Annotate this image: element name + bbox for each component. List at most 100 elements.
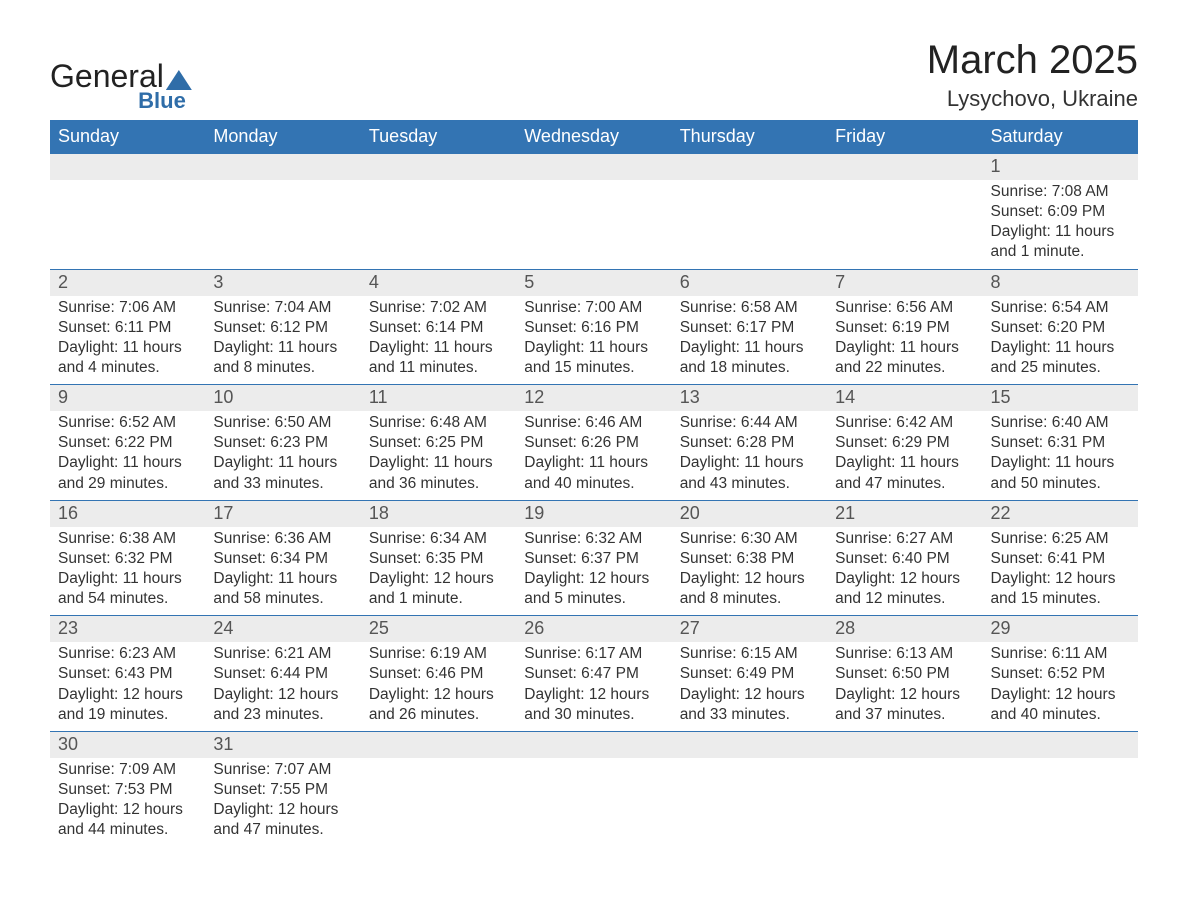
sunset-line: Sunset: 6:35 PM — [369, 549, 508, 569]
day-number — [516, 154, 671, 180]
calendar-week-row: 1Sunrise: 7:08 AMSunset: 6:09 PMDaylight… — [50, 154, 1138, 270]
day-info: Sunrise: 6:42 AMSunset: 6:29 PMDaylight:… — [827, 411, 982, 500]
day-number: 17 — [205, 501, 360, 527]
daylight-line: Daylight: 12 hours and 12 minutes. — [835, 569, 974, 609]
calendar-day-cell: 28Sunrise: 6:13 AMSunset: 6:50 PMDayligh… — [827, 616, 982, 732]
header: General Blue March 2025 Lysychovo, Ukrai… — [50, 40, 1138, 112]
day-info — [827, 180, 982, 188]
sunset-line: Sunset: 6:11 PM — [58, 318, 197, 338]
logo-triangle-icon — [166, 70, 192, 90]
sunset-line: Sunset: 6:34 PM — [213, 549, 352, 569]
sunrise-line: Sunrise: 6:19 AM — [369, 644, 508, 664]
calendar-day-cell: 11Sunrise: 6:48 AMSunset: 6:25 PMDayligh… — [361, 385, 516, 501]
daylight-line: Daylight: 11 hours and 33 minutes. — [213, 453, 352, 493]
sunset-line: Sunset: 7:55 PM — [213, 780, 352, 800]
calendar-day-cell: 15Sunrise: 6:40 AMSunset: 6:31 PMDayligh… — [983, 385, 1138, 501]
day-info — [672, 758, 827, 766]
calendar-day-cell — [361, 154, 516, 270]
daylight-line: Daylight: 12 hours and 5 minutes. — [524, 569, 663, 609]
daylight-line: Daylight: 11 hours and 47 minutes. — [835, 453, 974, 493]
day-number: 26 — [516, 616, 671, 642]
day-number: 16 — [50, 501, 205, 527]
daylight-line: Daylight: 12 hours and 33 minutes. — [680, 685, 819, 725]
day-number: 10 — [205, 385, 360, 411]
sunset-line: Sunset: 6:26 PM — [524, 433, 663, 453]
calendar-day-cell: 25Sunrise: 6:19 AMSunset: 6:46 PMDayligh… — [361, 616, 516, 732]
calendar-body: 1Sunrise: 7:08 AMSunset: 6:09 PMDaylight… — [50, 154, 1138, 847]
calendar-day-cell: 22Sunrise: 6:25 AMSunset: 6:41 PMDayligh… — [983, 500, 1138, 616]
sunrise-line: Sunrise: 6:54 AM — [991, 298, 1130, 318]
sunrise-line: Sunrise: 6:38 AM — [58, 529, 197, 549]
calendar-week-row: 23Sunrise: 6:23 AMSunset: 6:43 PMDayligh… — [50, 616, 1138, 732]
calendar-day-cell: 30Sunrise: 7:09 AMSunset: 7:53 PMDayligh… — [50, 731, 205, 846]
calendar-week-row: 9Sunrise: 6:52 AMSunset: 6:22 PMDaylight… — [50, 385, 1138, 501]
sunrise-line: Sunrise: 6:32 AM — [524, 529, 663, 549]
weekday-header: Saturday — [983, 120, 1138, 154]
calendar-day-cell: 14Sunrise: 6:42 AMSunset: 6:29 PMDayligh… — [827, 385, 982, 501]
day-info: Sunrise: 7:07 AMSunset: 7:55 PMDaylight:… — [205, 758, 360, 847]
day-info: Sunrise: 6:19 AMSunset: 6:46 PMDaylight:… — [361, 642, 516, 731]
sunset-line: Sunset: 6:47 PM — [524, 664, 663, 684]
sunset-line: Sunset: 6:40 PM — [835, 549, 974, 569]
sunset-line: Sunset: 6:31 PM — [991, 433, 1130, 453]
calendar-day-cell: 24Sunrise: 6:21 AMSunset: 6:44 PMDayligh… — [205, 616, 360, 732]
day-info: Sunrise: 6:56 AMSunset: 6:19 PMDaylight:… — [827, 296, 982, 385]
calendar-day-cell: 17Sunrise: 6:36 AMSunset: 6:34 PMDayligh… — [205, 500, 360, 616]
sunrise-line: Sunrise: 6:25 AM — [991, 529, 1130, 549]
calendar-day-cell — [827, 154, 982, 270]
day-number: 6 — [672, 270, 827, 296]
day-number: 13 — [672, 385, 827, 411]
day-info: Sunrise: 6:17 AMSunset: 6:47 PMDaylight:… — [516, 642, 671, 731]
day-number — [983, 732, 1138, 758]
daylight-line: Daylight: 12 hours and 15 minutes. — [991, 569, 1130, 609]
day-number: 3 — [205, 270, 360, 296]
day-info: Sunrise: 6:34 AMSunset: 6:35 PMDaylight:… — [361, 527, 516, 616]
day-number: 21 — [827, 501, 982, 527]
day-info — [516, 180, 671, 188]
day-number: 18 — [361, 501, 516, 527]
sunset-line: Sunset: 6:37 PM — [524, 549, 663, 569]
day-number: 14 — [827, 385, 982, 411]
sunrise-line: Sunrise: 6:27 AM — [835, 529, 974, 549]
sunrise-line: Sunrise: 6:52 AM — [58, 413, 197, 433]
calendar-day-cell: 27Sunrise: 6:15 AMSunset: 6:49 PMDayligh… — [672, 616, 827, 732]
day-number — [205, 154, 360, 180]
calendar-day-cell: 1Sunrise: 7:08 AMSunset: 6:09 PMDaylight… — [983, 154, 1138, 270]
sunrise-line: Sunrise: 6:13 AM — [835, 644, 974, 664]
logo-text-2: Blue — [50, 90, 192, 112]
sunset-line: Sunset: 6:32 PM — [58, 549, 197, 569]
sunset-line: Sunset: 6:20 PM — [991, 318, 1130, 338]
daylight-line: Daylight: 11 hours and 29 minutes. — [58, 453, 197, 493]
daylight-line: Daylight: 12 hours and 8 minutes. — [680, 569, 819, 609]
calendar-day-cell: 4Sunrise: 7:02 AMSunset: 6:14 PMDaylight… — [361, 269, 516, 385]
weekday-header: Friday — [827, 120, 982, 154]
sunrise-line: Sunrise: 6:15 AM — [680, 644, 819, 664]
calendar-day-cell: 3Sunrise: 7:04 AMSunset: 6:12 PMDaylight… — [205, 269, 360, 385]
daylight-line: Daylight: 12 hours and 19 minutes. — [58, 685, 197, 725]
daylight-line: Daylight: 12 hours and 1 minute. — [369, 569, 508, 609]
sunset-line: Sunset: 6:41 PM — [991, 549, 1130, 569]
calendar-day-cell: 9Sunrise: 6:52 AMSunset: 6:22 PMDaylight… — [50, 385, 205, 501]
sunrise-line: Sunrise: 6:23 AM — [58, 644, 197, 664]
sunset-line: Sunset: 6:28 PM — [680, 433, 819, 453]
sunset-line: Sunset: 6:46 PM — [369, 664, 508, 684]
sunset-line: Sunset: 6:49 PM — [680, 664, 819, 684]
day-number: 23 — [50, 616, 205, 642]
day-info — [361, 180, 516, 188]
day-info: Sunrise: 7:02 AMSunset: 6:14 PMDaylight:… — [361, 296, 516, 385]
sunset-line: Sunset: 6:43 PM — [58, 664, 197, 684]
sunrise-line: Sunrise: 7:08 AM — [991, 182, 1130, 202]
day-info: Sunrise: 6:30 AMSunset: 6:38 PMDaylight:… — [672, 527, 827, 616]
calendar-day-cell: 23Sunrise: 6:23 AMSunset: 6:43 PMDayligh… — [50, 616, 205, 732]
sunset-line: Sunset: 6:52 PM — [991, 664, 1130, 684]
daylight-line: Daylight: 11 hours and 22 minutes. — [835, 338, 974, 378]
day-number: 9 — [50, 385, 205, 411]
day-info: Sunrise: 6:15 AMSunset: 6:49 PMDaylight:… — [672, 642, 827, 731]
day-number: 19 — [516, 501, 671, 527]
calendar-day-cell — [983, 731, 1138, 846]
day-info: Sunrise: 7:00 AMSunset: 6:16 PMDaylight:… — [516, 296, 671, 385]
calendar-day-cell: 31Sunrise: 7:07 AMSunset: 7:55 PMDayligh… — [205, 731, 360, 846]
day-number — [361, 154, 516, 180]
calendar-day-cell: 21Sunrise: 6:27 AMSunset: 6:40 PMDayligh… — [827, 500, 982, 616]
daylight-line: Daylight: 11 hours and 18 minutes. — [680, 338, 819, 378]
